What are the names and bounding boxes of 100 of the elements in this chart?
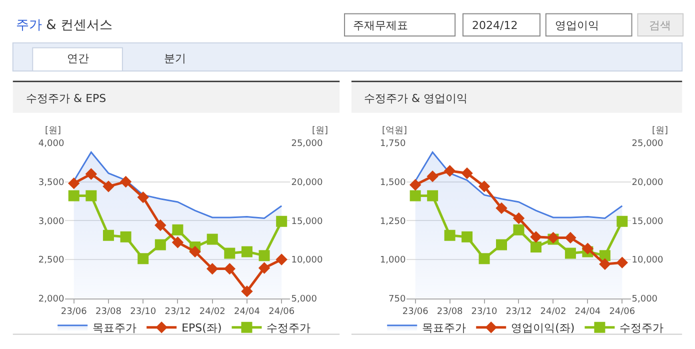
y-axis-title: [원] bbox=[45, 126, 62, 136]
y2-tick-label: 25,000 bbox=[632, 139, 664, 150]
point bbox=[512, 212, 525, 224]
text: 주가 & 컨센서스 bbox=[16, 18, 112, 33]
point bbox=[68, 190, 80, 202]
point bbox=[276, 216, 288, 227]
chart-title: 수정주가 & 영업이익 bbox=[364, 92, 468, 105]
x-tick-label: 23/10 bbox=[130, 307, 156, 318]
x-tick-label: 23/12 bbox=[164, 307, 191, 318]
y-tick-label: 1,750 bbox=[380, 139, 406, 150]
point bbox=[530, 242, 542, 253]
x-tick-label: 23/06 bbox=[402, 307, 429, 318]
point bbox=[258, 250, 270, 262]
point bbox=[120, 176, 132, 188]
point bbox=[599, 258, 611, 270]
point bbox=[172, 236, 184, 248]
x-tick-label: 24/06 bbox=[268, 307, 295, 318]
point bbox=[120, 231, 132, 242]
y2-tick-label: 20,000 bbox=[291, 178, 324, 188]
y-axis-title: [억원] bbox=[382, 126, 408, 136]
y-tick-label: 750 bbox=[388, 294, 406, 304]
legend-label: 영업이익(좌) bbox=[511, 322, 575, 335]
text: 검색 bbox=[649, 19, 671, 32]
point bbox=[616, 256, 628, 268]
chart-title: 수정주가 & EPS bbox=[26, 92, 106, 105]
point bbox=[444, 230, 456, 241]
y-tick-label: 1,250 bbox=[380, 216, 406, 227]
y2-tick-label: 10,000 bbox=[291, 256, 324, 266]
point bbox=[410, 190, 421, 202]
point bbox=[530, 231, 542, 243]
y-tick-label: 1,000 bbox=[380, 256, 406, 266]
point bbox=[427, 190, 438, 202]
y2-tick-label: 10,000 bbox=[632, 256, 664, 266]
x-tick-label: 24/02 bbox=[540, 307, 566, 318]
legend-label: 수정주가 bbox=[620, 322, 664, 335]
point bbox=[137, 191, 149, 204]
point bbox=[241, 246, 252, 258]
point bbox=[138, 253, 149, 264]
y2-tick-label: 5,000 bbox=[291, 294, 318, 304]
legend-label: EPS(좌) bbox=[182, 322, 222, 335]
y2-axis-title: [원] bbox=[652, 126, 668, 136]
legend-label: 목표주가 bbox=[422, 322, 466, 335]
text: 분기 bbox=[164, 52, 186, 65]
point bbox=[564, 248, 576, 259]
legend-label: 수정주가 bbox=[266, 322, 311, 335]
y2-tick-label: 25,000 bbox=[291, 139, 324, 150]
x-tick-label: 23/12 bbox=[506, 307, 532, 318]
point bbox=[496, 202, 508, 214]
y2-tick-label: 5,000 bbox=[632, 294, 658, 304]
point bbox=[478, 253, 490, 264]
x-tick-label: 23/08 bbox=[96, 307, 122, 318]
y-tick-label: 1,500 bbox=[380, 178, 406, 188]
x-tick-label: 24/02 bbox=[199, 307, 226, 318]
point bbox=[189, 246, 201, 258]
point bbox=[102, 230, 114, 241]
legend-label: 목표주가 bbox=[92, 322, 137, 335]
point bbox=[616, 216, 628, 227]
point bbox=[154, 219, 166, 232]
y-tick-label: 2,500 bbox=[38, 256, 64, 266]
y-tick-label: 3,500 bbox=[38, 178, 64, 188]
point bbox=[444, 165, 456, 177]
point bbox=[513, 224, 524, 236]
point bbox=[154, 239, 166, 250]
y2-tick-label: 20,000 bbox=[632, 178, 664, 188]
y2-tick-label: 15,000 bbox=[632, 216, 664, 227]
y-tick-label: 2,000 bbox=[38, 294, 64, 304]
x-tick-label: 23/06 bbox=[60, 307, 88, 318]
x-tick-label: 23/08 bbox=[436, 307, 464, 318]
point bbox=[496, 239, 508, 250]
y2-axis-title: [원] bbox=[312, 126, 328, 136]
y-tick-label: 4,000 bbox=[38, 139, 64, 150]
point bbox=[564, 232, 576, 244]
point bbox=[241, 285, 253, 298]
x-tick-label: 23/10 bbox=[471, 307, 498, 318]
x-tick-label: 24/04 bbox=[234, 307, 260, 318]
point bbox=[478, 180, 490, 192]
point bbox=[258, 262, 270, 274]
x-tick-label: 24/06 bbox=[609, 307, 636, 318]
text: 연간 bbox=[67, 52, 89, 65]
x-tick-label: 24/04 bbox=[574, 307, 601, 318]
point bbox=[102, 180, 114, 192]
text: 영업이익 bbox=[555, 19, 599, 32]
point bbox=[582, 242, 594, 254]
point bbox=[276, 254, 288, 266]
y-tick-label: 3,000 bbox=[38, 216, 64, 227]
point bbox=[172, 224, 184, 236]
point bbox=[224, 248, 236, 259]
point bbox=[206, 262, 218, 275]
text: 2024/12 bbox=[472, 19, 518, 32]
point bbox=[224, 262, 236, 275]
point bbox=[461, 167, 473, 180]
y2-tick-label: 15,000 bbox=[291, 216, 324, 227]
point bbox=[462, 231, 473, 242]
point bbox=[206, 234, 218, 245]
point bbox=[409, 179, 422, 191]
point bbox=[68, 177, 80, 190]
point bbox=[85, 168, 98, 180]
point bbox=[86, 190, 97, 202]
point bbox=[426, 170, 438, 182]
text: 주재무제표 bbox=[353, 19, 408, 32]
